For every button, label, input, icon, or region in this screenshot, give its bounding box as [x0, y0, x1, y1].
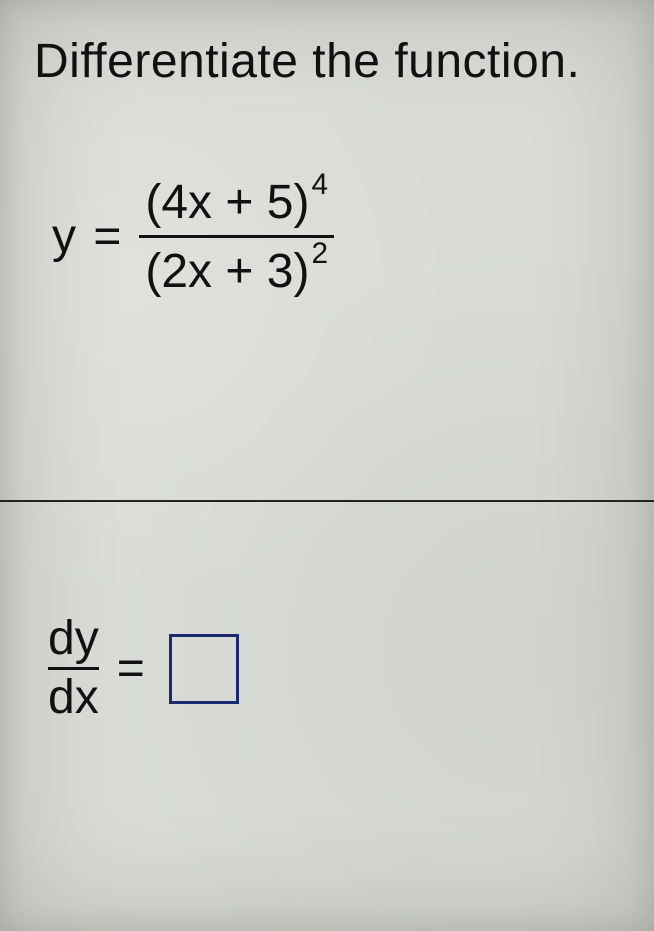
denominator-exponent: 2 [311, 237, 328, 270]
worksheet-page: Differentiate the function. y = (4x + 5)… [0, 0, 654, 931]
denominator-base: (2x + 3) [145, 245, 309, 298]
function-equation: y = (4x + 5)4 (2x + 3)2 [52, 175, 334, 298]
dy-dx-bar [48, 667, 99, 670]
equals-sign: = [117, 641, 145, 696]
numerator-base: (4x + 5) [145, 176, 309, 229]
equation-numerator: (4x + 5)4 [139, 175, 334, 229]
answer-row: dy dx = [48, 615, 239, 722]
derivative-symbol: dy dx [48, 615, 99, 722]
section-divider [0, 500, 654, 502]
dy-label: dy [48, 615, 99, 663]
equation-fraction: (4x + 5)4 (2x + 3)2 [139, 175, 334, 298]
fraction-bar [139, 235, 334, 238]
answer-input[interactable] [169, 634, 239, 704]
equation-denominator: (2x + 3)2 [139, 244, 334, 298]
equation-lhs: y = [52, 209, 123, 264]
numerator-exponent: 4 [311, 168, 328, 201]
instruction-text: Differentiate the function. [34, 34, 580, 89]
dx-label: dx [48, 674, 99, 722]
